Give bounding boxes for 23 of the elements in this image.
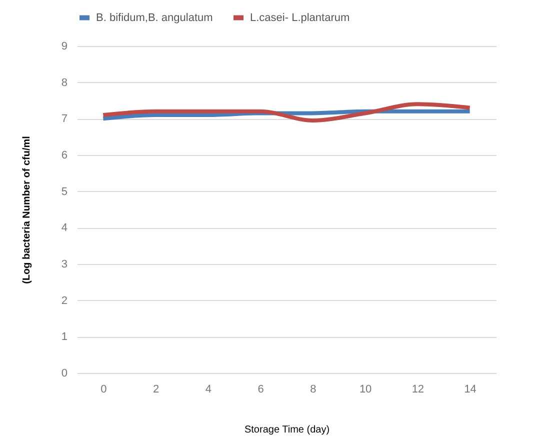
x-tick-label: 14: [464, 384, 476, 396]
line-series: [101, 102, 472, 122]
x-tick-label: 10: [359, 384, 372, 396]
x-tick-label: 6: [258, 384, 264, 396]
y-axis-title: (Log bacteria Number of cfu/ml: [21, 136, 32, 284]
y-tick-label: 2: [61, 294, 68, 307]
x-tick-label: 0: [100, 384, 107, 396]
x-tick-label: 4: [205, 384, 212, 396]
y-tick-label: 4: [61, 222, 68, 234]
x-tick-label: 12: [412, 384, 424, 396]
x-tick-label: 2: [153, 384, 160, 396]
y-tick-label: 7: [61, 113, 68, 126]
y-tick-label: 8: [61, 76, 68, 89]
legend-label: B. bifidum,B. angulatum: [96, 12, 213, 24]
x-tick-label: 8: [310, 384, 316, 396]
y-tick-label: 6: [61, 150, 68, 162]
x-axis-title: Storage Time (day): [244, 424, 330, 436]
y-tick-label: 0: [61, 368, 68, 380]
y-tick-label: 5: [61, 186, 68, 198]
legend-label: L.casei- L.plantarum: [250, 12, 350, 24]
y-tick-label: 9: [61, 40, 68, 52]
y-tick-label: 3: [61, 258, 68, 270]
y-tick-label: 1: [61, 331, 68, 344]
